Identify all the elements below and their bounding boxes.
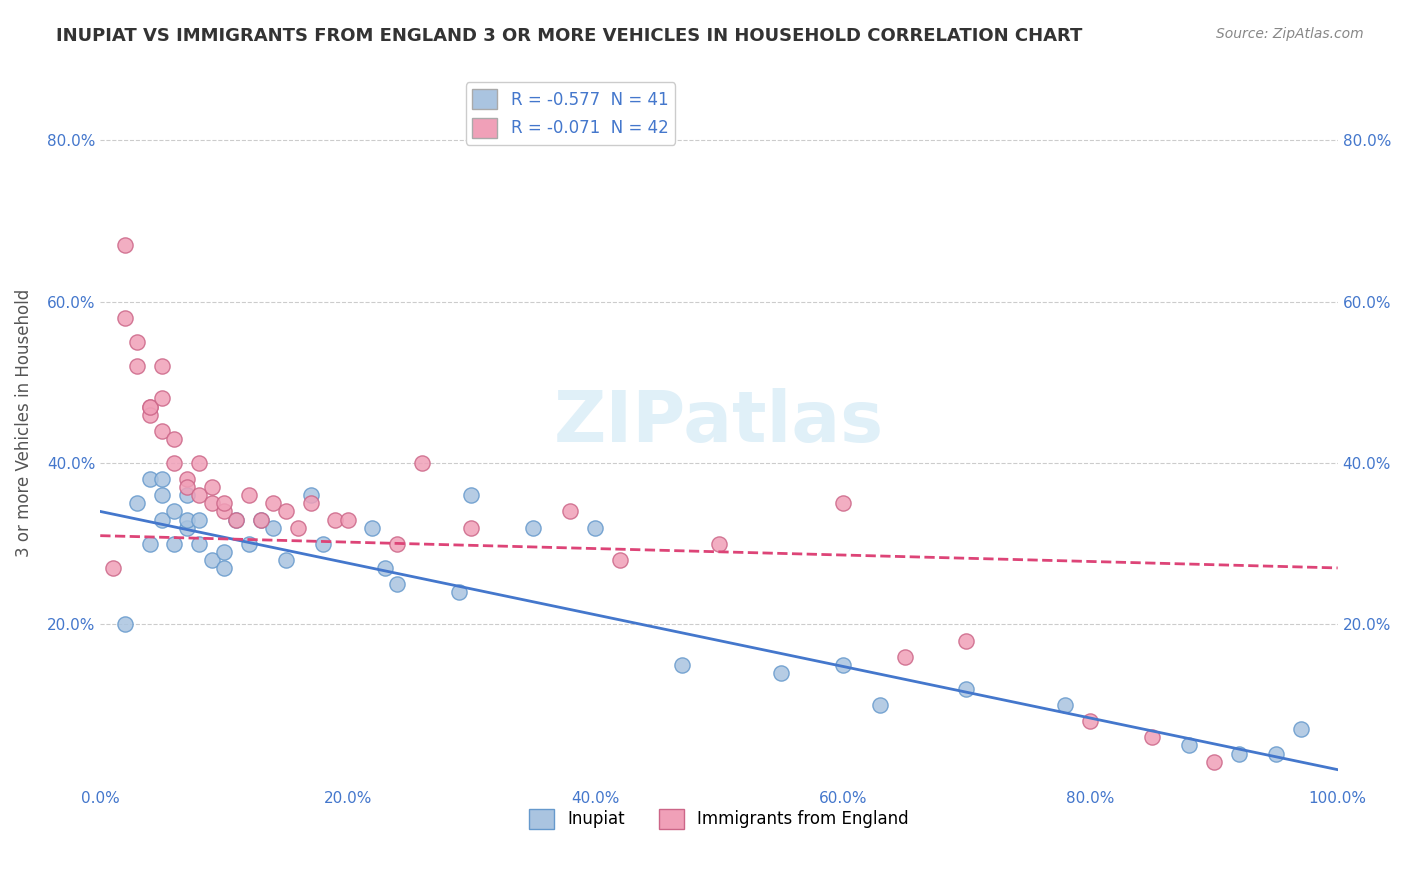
- Point: [150, 488, 173, 502]
- Point: [387, 537, 409, 551]
- Point: [176, 520, 198, 534]
- Point: [1178, 739, 1201, 753]
- Point: [139, 472, 162, 486]
- Point: [150, 472, 173, 486]
- Point: [869, 698, 891, 712]
- Point: [831, 496, 853, 510]
- Point: [101, 561, 124, 575]
- Point: [163, 504, 186, 518]
- Point: [188, 512, 211, 526]
- Point: [1140, 731, 1163, 745]
- Point: [299, 496, 322, 510]
- Point: [139, 408, 162, 422]
- Point: [274, 553, 297, 567]
- Point: [583, 520, 606, 534]
- Point: [274, 504, 297, 518]
- Point: [893, 649, 915, 664]
- Text: ZIPatlas: ZIPatlas: [554, 388, 884, 458]
- Point: [150, 392, 173, 406]
- Point: [1227, 747, 1250, 761]
- Point: [522, 520, 544, 534]
- Point: [671, 657, 693, 672]
- Point: [1054, 698, 1077, 712]
- Point: [212, 504, 235, 518]
- Point: [176, 488, 198, 502]
- Point: [336, 512, 359, 526]
- Text: INUPIAT VS IMMIGRANTS FROM ENGLAND 3 OR MORE VEHICLES IN HOUSEHOLD CORRELATION C: INUPIAT VS IMMIGRANTS FROM ENGLAND 3 OR …: [56, 27, 1083, 45]
- Point: [609, 553, 631, 567]
- Point: [263, 520, 285, 534]
- Point: [238, 537, 260, 551]
- Point: [707, 537, 730, 551]
- Y-axis label: 3 or more Vehicles in Household: 3 or more Vehicles in Household: [15, 289, 32, 557]
- Point: [114, 310, 136, 325]
- Point: [163, 537, 186, 551]
- Point: [201, 480, 224, 494]
- Point: [225, 512, 247, 526]
- Point: [212, 496, 235, 510]
- Point: [201, 496, 224, 510]
- Point: [139, 400, 162, 414]
- Point: [560, 504, 582, 518]
- Point: [176, 480, 198, 494]
- Point: [150, 359, 173, 374]
- Point: [114, 238, 136, 252]
- Point: [955, 633, 977, 648]
- Point: [449, 585, 471, 599]
- Point: [831, 657, 853, 672]
- Point: [769, 665, 792, 680]
- Point: [460, 488, 482, 502]
- Point: [188, 488, 211, 502]
- Point: [114, 617, 136, 632]
- Point: [150, 512, 173, 526]
- Text: Source: ZipAtlas.com: Source: ZipAtlas.com: [1216, 27, 1364, 41]
- Point: [1202, 755, 1225, 769]
- Point: [163, 456, 186, 470]
- Point: [263, 496, 285, 510]
- Point: [212, 561, 235, 575]
- Point: [361, 520, 384, 534]
- Point: [176, 512, 198, 526]
- Point: [127, 359, 149, 374]
- Point: [1264, 747, 1286, 761]
- Point: [188, 456, 211, 470]
- Point: [139, 400, 162, 414]
- Point: [299, 488, 322, 502]
- Point: [411, 456, 433, 470]
- Point: [1289, 723, 1312, 737]
- Point: [955, 681, 977, 696]
- Point: [176, 472, 198, 486]
- Legend: Inupiat, Immigrants from England: Inupiat, Immigrants from England: [523, 802, 915, 836]
- Point: [225, 512, 247, 526]
- Point: [287, 520, 309, 534]
- Point: [387, 577, 409, 591]
- Point: [212, 545, 235, 559]
- Point: [127, 496, 149, 510]
- Point: [312, 537, 335, 551]
- Point: [325, 512, 347, 526]
- Point: [188, 537, 211, 551]
- Point: [374, 561, 396, 575]
- Point: [238, 488, 260, 502]
- Point: [139, 537, 162, 551]
- Point: [1078, 714, 1101, 729]
- Point: [201, 553, 224, 567]
- Point: [460, 520, 482, 534]
- Point: [127, 334, 149, 349]
- Point: [250, 512, 273, 526]
- Point: [250, 512, 273, 526]
- Point: [163, 432, 186, 446]
- Point: [150, 424, 173, 438]
